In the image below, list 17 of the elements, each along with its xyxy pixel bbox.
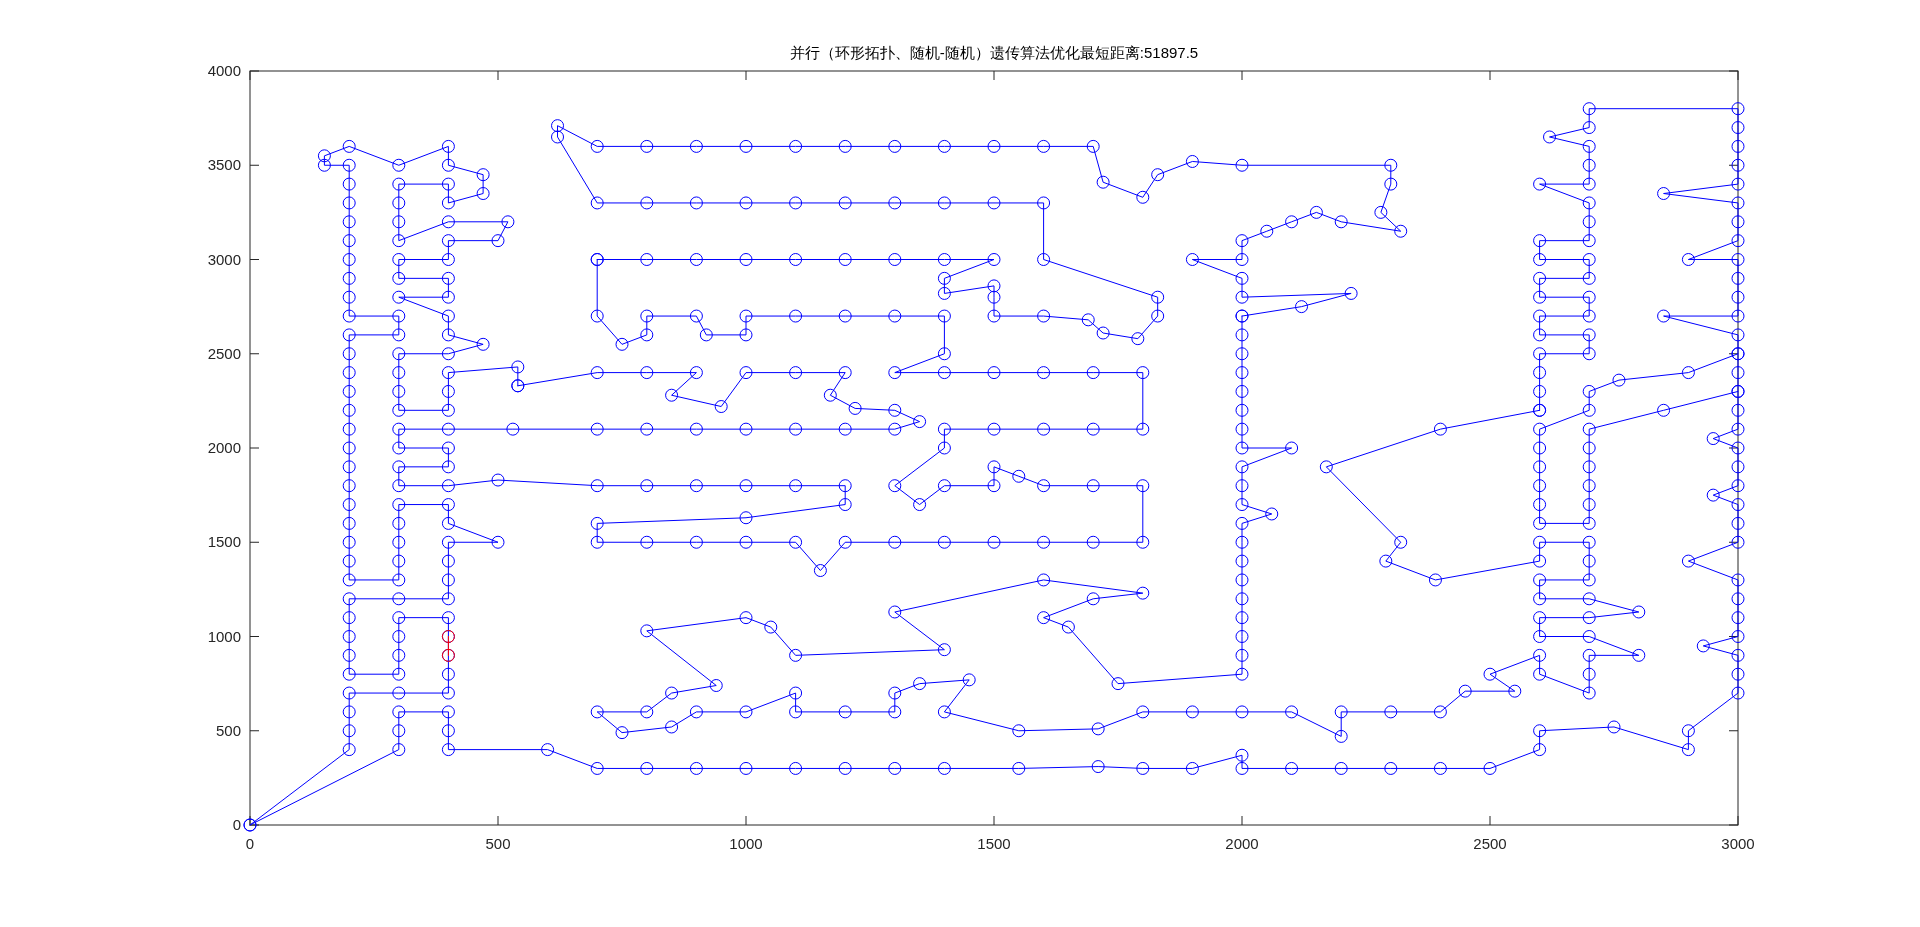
y-tick-label: 3500 [207, 156, 241, 174]
y-tick-label: 2500 [207, 344, 241, 362]
y-tick-label: 1000 [207, 627, 241, 645]
x-tick-label: 3000 [1721, 835, 1755, 852]
y-tick-label: 500 [215, 721, 241, 739]
x-tick-label: 2000 [1225, 835, 1259, 852]
x-tick-label: 500 [485, 835, 511, 852]
x-tick-label: 2500 [1473, 835, 1507, 852]
x-tick-label: 1500 [977, 835, 1011, 852]
y-tick-label: 2000 [207, 439, 241, 456]
chart-title: 并行（环形拓扑、随机-随机）遗传算法优化最短距离:51897.5 [789, 44, 1199, 61]
y-tick-label: 3000 [207, 250, 241, 268]
x-tick-label: 1000 [729, 835, 763, 852]
y-tick-label: 4000 [207, 62, 241, 79]
y-tick-label: 0 [232, 816, 241, 833]
x-tick-label: 0 [245, 835, 255, 852]
y-tick-label: 1500 [207, 533, 241, 551]
